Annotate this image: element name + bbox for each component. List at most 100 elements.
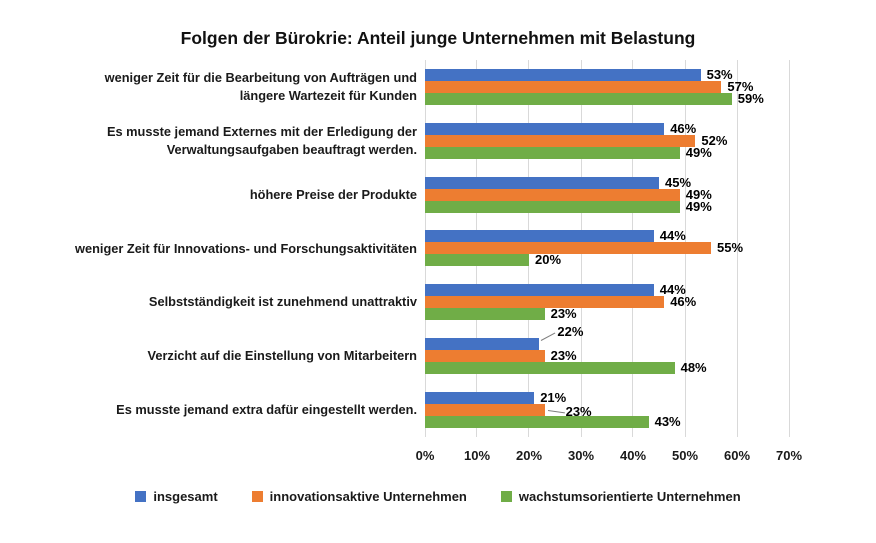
bar-wachstumsorientierte bbox=[425, 92, 732, 105]
bar-wachstumsorientierte bbox=[425, 362, 675, 375]
x-axis: 0% 10% 20% 30% 40% 50% 60% 70% bbox=[416, 448, 802, 466]
category-label: Selbstständigkeit ist zunehmend unattrak… bbox=[148, 294, 417, 310]
bar-wachstumsorientierte bbox=[425, 254, 529, 267]
legend-swatch bbox=[251, 491, 263, 502]
value-label: 20% bbox=[534, 252, 562, 268]
bar-row: 55% bbox=[425, 240, 789, 256]
value-label: 49% bbox=[685, 186, 712, 202]
bar-insgesamt bbox=[425, 176, 659, 189]
x-tick-label: 0% bbox=[415, 448, 435, 463]
bar-wachstumsorientierte bbox=[425, 416, 649, 429]
value-label: 23% bbox=[550, 348, 577, 364]
x-tick-label: 50% bbox=[671, 448, 699, 463]
gridline bbox=[788, 60, 790, 437]
bar-row: 23% bbox=[425, 307, 789, 321]
bar-row: 49% bbox=[425, 144, 789, 160]
bar-row: 59% bbox=[425, 90, 789, 106]
x-tick-label: 70% bbox=[775, 448, 803, 463]
bar-row: 23% bbox=[425, 348, 789, 364]
legend-label: innovationsaktive Unternehmen bbox=[269, 489, 467, 504]
bar-row: 57% bbox=[425, 78, 789, 94]
legend-swatch bbox=[500, 491, 512, 502]
bar-row: 49% bbox=[425, 186, 789, 202]
bar-group: 46% 52% 49% bbox=[425, 114, 789, 168]
x-tick-label: 40% bbox=[619, 448, 647, 463]
bar-group: 45% 49% 49% bbox=[425, 168, 789, 222]
bar-wachstumsorientierte bbox=[425, 308, 545, 321]
bar-row: 43% bbox=[425, 414, 789, 430]
bar-insgesamt bbox=[425, 392, 535, 405]
bar-row: 48% bbox=[425, 360, 789, 376]
legend-item: insgesamt bbox=[135, 489, 218, 504]
value-label: 57% bbox=[727, 78, 754, 94]
bar-innovationsaktive bbox=[425, 404, 545, 417]
bar-row: 45% bbox=[425, 174, 789, 190]
bar-group: 53% 57% 59% bbox=[425, 60, 789, 114]
legend-label: wachstumsorientierte Unternehmen bbox=[518, 489, 741, 504]
bar-row: 46% bbox=[425, 120, 789, 136]
bar-group: 44% 55% 20% bbox=[425, 222, 789, 276]
legend-label: insgesamt bbox=[153, 489, 218, 504]
bar-row: 52% bbox=[425, 132, 789, 148]
gridline bbox=[736, 60, 738, 437]
bar-innovationsaktive bbox=[425, 350, 545, 363]
value-label: 48% bbox=[680, 360, 707, 376]
bar-innovationsaktive bbox=[425, 188, 680, 201]
category-label: weniger Zeit für die Bearbeitung von Auf… bbox=[104, 70, 417, 103]
bar-row: 23% bbox=[425, 404, 789, 420]
x-tick-label: 20% bbox=[515, 448, 543, 463]
value-label: 44% bbox=[659, 228, 686, 244]
value-label: 59% bbox=[737, 90, 764, 106]
value-label: 21% bbox=[540, 390, 567, 406]
bar-row: 46% bbox=[425, 294, 789, 310]
bar-row: 21% bbox=[425, 390, 789, 406]
bar-row: 20% bbox=[425, 252, 789, 268]
x-tick-label: 30% bbox=[567, 448, 595, 463]
x-tick-label: 60% bbox=[723, 448, 751, 463]
bar-innovationsaktive bbox=[425, 80, 722, 93]
category-label: Es musste jemand Externes mit der Erledi… bbox=[106, 123, 417, 157]
y-axis-category-labels: weniger Zeit für die Bearbeitung von Auf… bbox=[18, 60, 417, 437]
value-label: 55% bbox=[717, 240, 744, 256]
bar-row: 44% bbox=[425, 282, 789, 298]
chart-title: Folgen der Bürokrie: Anteil junge Untern… bbox=[180, 28, 696, 48]
value-label: 45% bbox=[665, 174, 692, 190]
bar-group: 22% 23% 48% bbox=[425, 325, 789, 383]
bar-row: 49% bbox=[425, 198, 789, 214]
bar-insgesamt bbox=[425, 68, 701, 81]
bar-innovationsaktive bbox=[425, 242, 711, 255]
bar-innovationsaktive bbox=[425, 134, 696, 147]
value-label: 49% bbox=[685, 198, 712, 214]
value-label: 43% bbox=[654, 414, 681, 430]
bar-row: 44% bbox=[425, 228, 789, 244]
leader-line bbox=[547, 410, 565, 414]
value-label: 46% bbox=[670, 120, 697, 136]
bar-wachstumsorientierte bbox=[425, 146, 680, 159]
bar-insgesamt bbox=[425, 122, 665, 135]
bar-wachstumsorientierte bbox=[425, 200, 680, 213]
bar-insgesamt bbox=[425, 338, 540, 351]
bar-group: 21% 23% 43% bbox=[425, 383, 789, 437]
value-label: 49% bbox=[685, 144, 712, 160]
legend-swatch bbox=[135, 491, 147, 502]
bar-insgesamt bbox=[425, 230, 654, 243]
value-label: 46% bbox=[670, 294, 697, 310]
plot-area: 53% 57% 59% 46% 52% 49% 45% 49% 49% 44% 55% 20% 44% 4… bbox=[424, 60, 790, 437]
value-label: 44% bbox=[659, 282, 686, 298]
legend-item: innovationsaktive Unternehmen bbox=[251, 489, 467, 504]
value-label: 53% bbox=[706, 66, 733, 82]
legend-item: wachstumsorientierte Unternehmen bbox=[500, 489, 741, 504]
leader-line bbox=[541, 332, 556, 342]
bar-insgesamt bbox=[425, 284, 654, 297]
value-label: 23% bbox=[565, 404, 592, 420]
category-label: höhere Preise der Produkte bbox=[249, 186, 417, 202]
bar-innovationsaktive bbox=[425, 296, 665, 309]
legend: insgesamt innovationsaktive Unternehmen wa… bbox=[0, 489, 876, 504]
category-label: Verzicht auf die Einstellung von Mitarbe… bbox=[147, 348, 418, 364]
value-label: 52% bbox=[701, 132, 728, 148]
value-label: 22% bbox=[557, 324, 584, 340]
bar-row: 22% bbox=[425, 325, 789, 351]
bar-group: 44% 46% 23% bbox=[425, 275, 789, 329]
category-label: weniger Zeit für Innovations- und Forsch… bbox=[75, 240, 417, 256]
